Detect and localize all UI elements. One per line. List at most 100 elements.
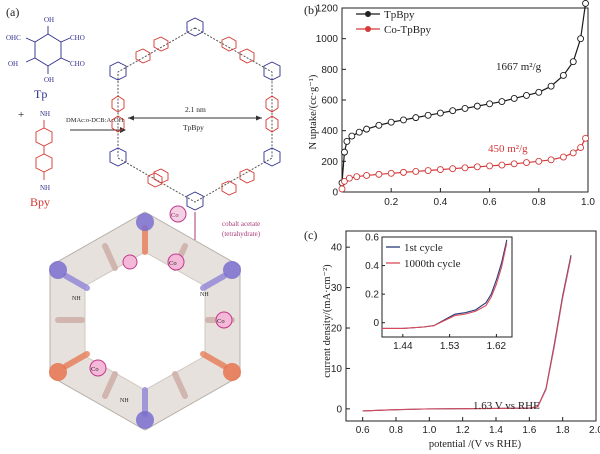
chart-b-ytick-label: 800 <box>321 65 338 76</box>
chart-b-point <box>535 157 543 165</box>
chart-b-point <box>436 166 444 174</box>
bpy-molecule <box>35 120 53 180</box>
bpy-nh2-bottom: NH <box>40 184 50 192</box>
chart-b-ytick-label: 200 <box>321 157 338 168</box>
chart-b-series-line-tpbpy <box>341 3 587 183</box>
chart-b-point <box>461 164 469 172</box>
chart-b-xtick-label: 0.8 <box>532 197 546 208</box>
chart-b-point <box>400 116 407 124</box>
chart-c-inset-frame <box>381 236 513 338</box>
tpbpy-framework <box>109 17 281 211</box>
chart-b-ytick-label: 1000 <box>316 34 339 45</box>
chart-c-inset-legend: 1st cycle 1000th cycle <box>386 242 461 270</box>
chart-b-point <box>424 111 432 119</box>
bpy-label: Bpy <box>30 195 50 209</box>
chart-b-point <box>582 134 589 142</box>
chart-b-legend-marker <box>365 26 371 32</box>
chart-c-xtick-label: 1.6 <box>522 425 536 436</box>
nh-label-2: NH <box>72 296 81 302</box>
chart-b-point <box>582 0 589 7</box>
co-badge-outer <box>169 205 187 223</box>
chart-b-point <box>486 100 494 108</box>
chart-c-inset-xtick-label: 1.62 <box>487 341 507 352</box>
chart-b-point <box>473 163 481 171</box>
chart-b-point <box>387 169 395 177</box>
chart-b-point <box>569 58 577 66</box>
chart-b-xtick-label: 0.4 <box>433 197 447 208</box>
chart-b-ytick-label: 1200 <box>316 4 339 15</box>
chart-b-point <box>348 132 356 140</box>
chart-c-inset-ytick-label: 0.4 <box>365 261 379 272</box>
co-center-label-3: Co <box>91 366 99 373</box>
chart-c-xtick-label: 1.0 <box>422 425 436 436</box>
chart-c-inset-series-thousandth-cycle <box>382 242 508 329</box>
chart-b-point <box>375 121 383 129</box>
chart-c-annotation: 1.63 V vs RHE <box>473 400 540 412</box>
chart-b-point <box>449 165 457 173</box>
chart-c-xtick-label: 0.8 <box>389 425 403 436</box>
chart-c-inset-ytick-label: 0.2 <box>365 290 379 301</box>
chart-b-point <box>363 171 371 179</box>
chart-b-point <box>535 88 543 96</box>
chart-c-xtick-label: 2.0 <box>589 425 600 436</box>
chart-b-point <box>577 35 585 43</box>
chart-b-xtick-label: 0.6 <box>483 197 497 208</box>
chart-b-ytick-label: 0 <box>332 188 338 199</box>
chart-c-legend-label: 1st cycle <box>404 242 443 254</box>
chart-b-point <box>547 156 555 164</box>
chart-b-ytick-label: 400 <box>321 126 338 137</box>
chart-c-xtick-label: 1.2 <box>456 425 470 436</box>
tp-oh-bottom: OH <box>44 76 54 84</box>
co-tpbpy-3d-model <box>49 205 241 431</box>
co-center-label-1: Co <box>169 260 177 267</box>
synthesis-scheme-svg: (a) OH CHO CHO OH OH OHC Tp + NH NH Bpy <box>6 5 281 431</box>
chart-c-inset-ytick-label: 0.6 <box>365 233 379 244</box>
chart-b-point <box>569 149 577 157</box>
cobalt-text-2: (tetrahydrate) <box>222 230 261 238</box>
tp-oh-left: OH <box>8 60 18 68</box>
chart-b-point <box>338 185 346 193</box>
chart-b-point <box>486 162 494 170</box>
chart-b-point <box>345 174 353 182</box>
panel-a-label: (a) <box>6 5 19 19</box>
nh-label-3: NH <box>120 398 129 404</box>
chart-b-point <box>523 91 530 99</box>
tp-label: Tp <box>34 87 47 101</box>
chart-b-point <box>510 160 518 168</box>
chart-b-xtick-label: 1.0 <box>581 197 595 208</box>
chart-b-point <box>473 102 481 110</box>
nh-label-1: NH <box>200 292 209 298</box>
chart-b-point <box>400 168 407 176</box>
chart-b-legend-label: Co-TpBpy <box>384 24 432 36</box>
chart-b-point <box>547 82 555 90</box>
panel-a-synthesis-scheme: (a) OH CHO CHO OH OH OHC Tp + NH NH Bpy <box>6 5 281 431</box>
chart-b-point <box>412 114 420 122</box>
chart-b-point <box>461 104 469 112</box>
chart-b-point <box>375 170 383 178</box>
chart-c-ytick-label: 0 <box>336 404 342 415</box>
plus-sign: + <box>18 109 24 121</box>
chart-b-point <box>559 153 567 161</box>
chart-c-ytick-label: 40 <box>331 243 343 254</box>
framework-name-label: TpBpy <box>183 123 204 132</box>
panel-b-n2-isotherm-chart: (b) N uptake/(cc·g⁻¹) 0 200 400 600 800 1000 1… <box>300 0 600 225</box>
chart-c-xtick-label: 0.6 <box>356 425 370 436</box>
chart-c-xlabel: potential /(V vs RHE) <box>429 439 522 450</box>
tp-cho-right-lower: CHO <box>70 60 85 68</box>
chart-b-annotation-tpbpy: 1667 m²/g <box>496 61 542 73</box>
chart-b-xtick-label: 0.2 <box>384 197 398 208</box>
chart-c-series-line-thousandth-cycle <box>362 257 572 412</box>
chart-c-ytick-label: 10 <box>331 364 343 375</box>
tp-cho-right: CHO <box>70 34 85 42</box>
co-centers <box>89 253 233 377</box>
reaction-conditions: DMAc:o-DCB:AcOH <box>66 117 124 124</box>
chart-b-point <box>412 168 420 175</box>
chart-c-xtick-label: 1.4 <box>489 425 503 436</box>
chart-c-inset-ytick-label: 0 <box>373 318 379 329</box>
chart-b-point <box>387 118 395 126</box>
panel-c-label: (c) <box>304 228 317 242</box>
chart-b-legend-label: TpBpy <box>384 9 415 21</box>
panel-c-lsv-chart: (c) current density/(mA·cm⁻²) potential … <box>300 225 600 454</box>
chart-b-ylabel: N uptake/(cc·g⁻¹) <box>308 74 319 149</box>
chart-c-legend-label: 1000th cycle <box>404 258 461 270</box>
